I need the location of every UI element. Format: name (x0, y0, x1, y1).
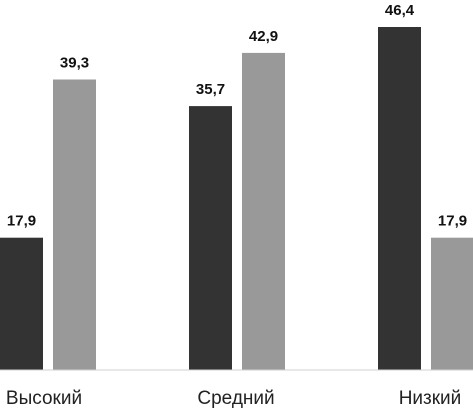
bar-1-1 (0, 237, 43, 370)
data-label-2-2: 42,9 (249, 28, 278, 45)
data-labels-layer: 17,9 39,3 35,7 42,9 46,4 17,9 (7, 2, 467, 230)
bar-1-2 (189, 106, 232, 370)
bar-2-2 (242, 52, 285, 371)
bar-1-3 (378, 27, 421, 370)
data-label-1-1: 17,9 (7, 213, 36, 230)
category-label-1: Высокий (6, 388, 82, 409)
category-labels-layer: Высокий Средний Низкий (6, 388, 461, 409)
bar-2-3 (431, 237, 473, 370)
data-label-1-3: 46,4 (385, 2, 415, 19)
bars-layer (0, 27, 473, 371)
category-label-3: Низкий (399, 388, 462, 409)
category-label-2: Средний (197, 388, 274, 409)
data-label-2-3: 17,9 (438, 213, 467, 230)
data-label-1-2: 35,7 (196, 81, 225, 98)
bar-2-1 (53, 79, 96, 370)
data-label-2-1: 39,3 (60, 55, 89, 72)
